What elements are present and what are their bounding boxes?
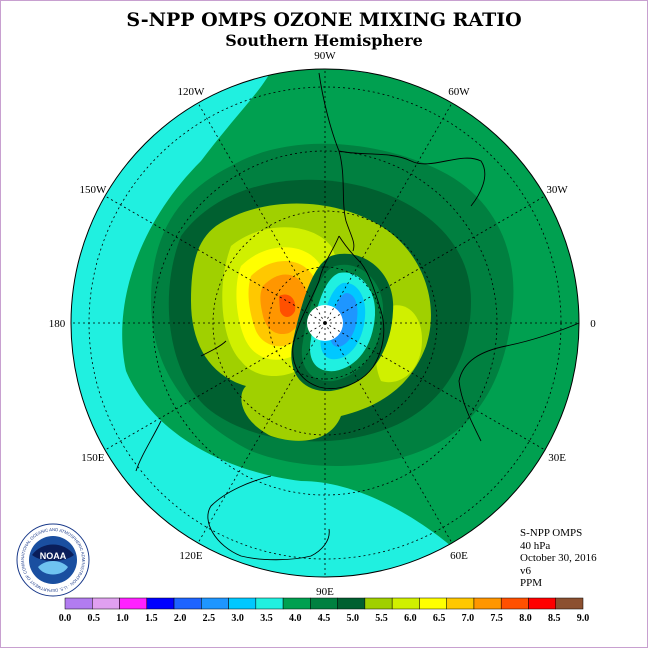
colorbar-swatch bbox=[391, 597, 420, 610]
colorbar-tick-label: 6.0 bbox=[404, 613, 417, 624]
colorbar-tick-label: 5.0 bbox=[347, 613, 360, 624]
colorbar-swatch bbox=[555, 597, 584, 610]
graticule bbox=[71, 69, 579, 577]
longitude-label: 150W bbox=[79, 184, 107, 196]
colorbar-tick-label: 6.5 bbox=[433, 613, 446, 624]
colorbar-swatch bbox=[364, 597, 393, 610]
info-version: v6 bbox=[520, 564, 531, 577]
noaa-logo: NOAA NATIONAL OCEANIC AND ATMOSPHERIC AD… bbox=[16, 523, 90, 597]
longitude-label: 120W bbox=[178, 86, 206, 98]
colorbar-swatch bbox=[146, 597, 175, 610]
noaa-logo-text: NOAA bbox=[40, 551, 67, 561]
colorbar-tick-label: 5.5 bbox=[375, 613, 388, 624]
longitude-label: 30E bbox=[548, 452, 566, 464]
map-boundary bbox=[70, 68, 580, 578]
colorbar-swatch bbox=[500, 597, 529, 610]
colorbar-tick-label: 1.0 bbox=[116, 613, 129, 624]
colorbar-tick-label: 2.0 bbox=[174, 613, 187, 624]
longitude-label: 30W bbox=[546, 184, 568, 196]
coastlines bbox=[135, 72, 580, 561]
colorbar-swatch bbox=[92, 597, 120, 610]
longitude-label: 60E bbox=[450, 550, 468, 562]
longitude-label: 150E bbox=[81, 452, 105, 464]
colorbar-swatch bbox=[64, 597, 93, 610]
longitude-label: 90W bbox=[314, 50, 336, 62]
info-instrument: S-NPP OMPS bbox=[520, 527, 583, 539]
colorbar-tick-label: 4.0 bbox=[289, 613, 302, 624]
colorbar-swatch bbox=[528, 597, 556, 610]
colorbar-swatch bbox=[228, 597, 257, 610]
colorbar-tick-label: 1.5 bbox=[145, 613, 158, 624]
colorbar-tick-label: 8.0 bbox=[519, 613, 532, 624]
colorbar-tick-label: 3.5 bbox=[260, 613, 273, 624]
colorbar-swatch bbox=[173, 597, 202, 610]
longitude-label: 0 bbox=[590, 318, 596, 330]
info-level: 40 hPa bbox=[520, 539, 551, 552]
map-subtitle: Southern Hemisphere bbox=[225, 31, 423, 50]
colorbar-tick-label: 9.0 bbox=[577, 613, 590, 624]
ozone-field bbox=[71, 69, 579, 577]
colorbar-swatch bbox=[446, 597, 475, 610]
info-block: S-NPP OMPS 40 hPa October 30, 2016 v6 PP… bbox=[520, 527, 597, 590]
colorbar-swatch bbox=[473, 597, 502, 610]
colorbar-tick-label: 3.0 bbox=[231, 613, 244, 624]
colorbar-tick-label: 8.5 bbox=[548, 613, 561, 624]
colorbar-swatch bbox=[201, 597, 229, 610]
colorbar-tick-label: 0.0 bbox=[59, 613, 72, 624]
colorbar-tick-label: 0.5 bbox=[88, 613, 101, 624]
colorbar-swatch bbox=[310, 597, 338, 610]
colorbar-tick-label: 4.5 bbox=[318, 613, 331, 624]
colorbar-swatch bbox=[419, 597, 447, 610]
colorbar-tick-label: 7.5 bbox=[490, 613, 503, 624]
longitude-labels: 90W 60W 30W 0 30E 60E 90E 120E 150E 180 150W 120W bbox=[49, 50, 597, 598]
colorbar-swatch bbox=[255, 597, 284, 610]
colorbar-tick-label: 7.0 bbox=[462, 613, 475, 624]
info-date: October 30, 2016 bbox=[520, 552, 597, 564]
longitude-label: 180 bbox=[49, 318, 66, 330]
colorbar-swatch bbox=[337, 597, 366, 610]
longitude-label: 90E bbox=[316, 586, 334, 598]
colorbar-tick-label: 2.5 bbox=[203, 613, 216, 624]
colorbar-swatch bbox=[282, 597, 311, 610]
info-units: PPM bbox=[520, 577, 543, 589]
colorbar-swatch bbox=[119, 597, 148, 610]
map-title: S-NPP OMPS OZONE MIXING RATIO bbox=[126, 9, 522, 31]
longitude-label: 60W bbox=[448, 86, 470, 98]
longitude-label: 120E bbox=[179, 550, 203, 562]
